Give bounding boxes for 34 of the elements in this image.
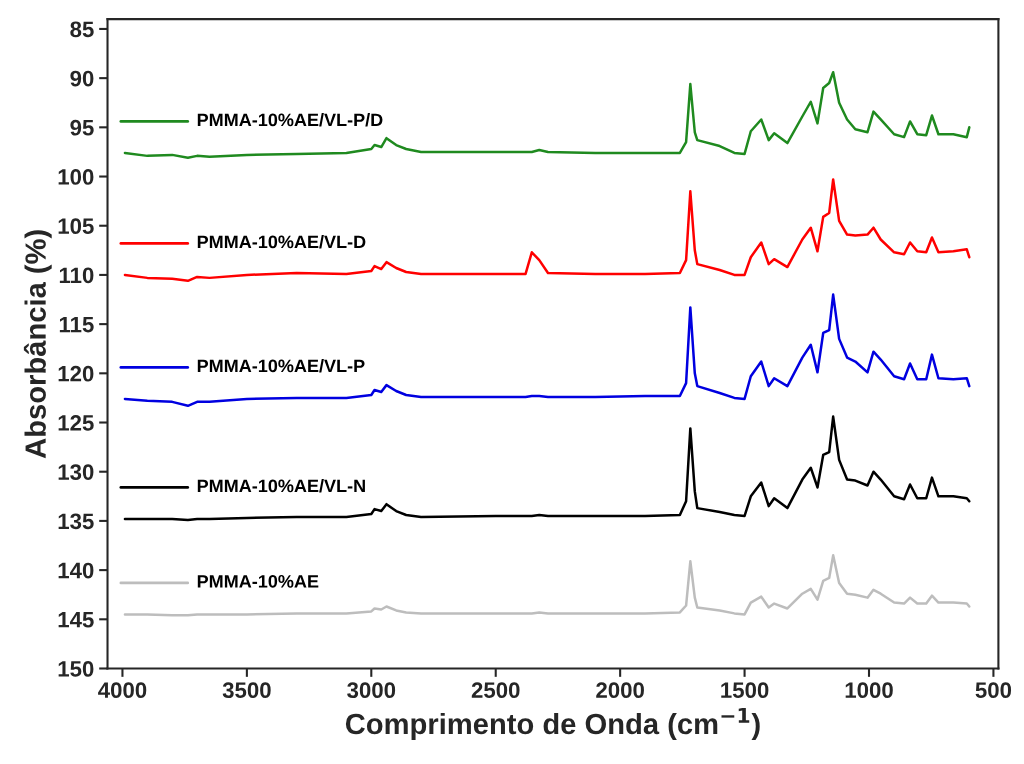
x-tick-label: 1500 [721, 682, 769, 699]
line-series [123, 293, 971, 408]
x-tick-label: 2500 [471, 682, 520, 699]
y-tick-label: 85 [70, 21, 94, 38]
y-tick-label: 115 [59, 316, 94, 333]
y-tick-label: 125 [58, 415, 94, 431]
x-tick-label: 500 [975, 682, 1012, 699]
y-tick-label: 150 [58, 661, 94, 677]
y-tick-label: 140 [58, 562, 94, 579]
line-series [123, 554, 971, 617]
line-series [123, 178, 971, 283]
legend-label: PMMA-10%AE/VL-P/D [197, 113, 383, 127]
y-tick-label: 95 [70, 119, 94, 136]
y-tick-label: 100 [58, 169, 94, 185]
x-tick-label: 2000 [596, 682, 644, 699]
x-tick-label: 4000 [98, 682, 147, 699]
legend-label: PMMA-10%AE/VL-P [197, 359, 365, 373]
x-axis-title: Comprimento de Onda (cm$^{−1}$) [345, 707, 760, 741]
legend-label: PMMA-10%AE/VL-N [197, 479, 365, 493]
y-axis-title: Absorbância (%) [23, 230, 52, 459]
x-tick-label: 3000 [347, 682, 396, 699]
legend-label: PMMA-10%AE/VL-D [197, 235, 366, 249]
line-series [123, 415, 971, 522]
y-tick-label: 145 [58, 612, 94, 628]
x-tick-label: 1000 [845, 682, 893, 699]
y-tick-label: 120 [58, 365, 94, 382]
y-tick-label: 130 [58, 464, 94, 481]
y-tick-label: 90 [70, 70, 94, 87]
y-tick-label: 135 [58, 513, 94, 530]
y-tick-label: 105 [58, 218, 94, 234]
x-tick-label: 3500 [222, 682, 271, 699]
line-series [123, 70, 971, 160]
y-tick-label: 110 [59, 267, 94, 284]
legend-label: PMMA-10%AE [197, 574, 319, 588]
